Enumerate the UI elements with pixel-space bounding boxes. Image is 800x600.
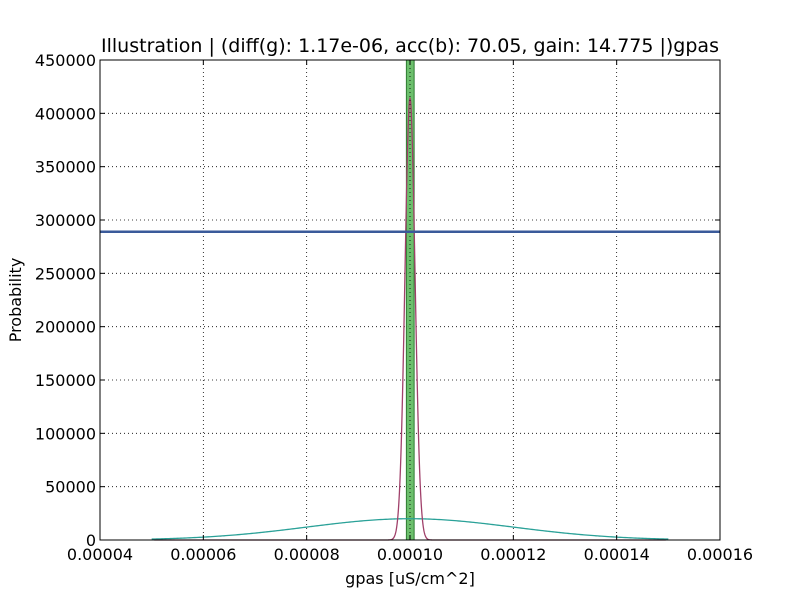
- y-tick-label: 400000: [35, 104, 96, 123]
- x-tick-label: 0.00016: [687, 545, 753, 564]
- x-tick-label: 0.00006: [170, 545, 236, 564]
- x-tick-label: 0.00012: [480, 545, 546, 564]
- x-tick-label: 0.00014: [584, 545, 650, 564]
- y-tick-label: 300000: [35, 211, 96, 230]
- y-tick-label: 450000: [35, 51, 96, 70]
- y-axis-label: Probability: [6, 258, 25, 343]
- axis-ticks: 0.00004 0.00006 0.00008 0.00010 0.00012 0.000…: [35, 51, 753, 564]
- y-tick-label: 200000: [35, 318, 96, 337]
- x-tick-label: 0.00010: [377, 545, 443, 564]
- y-tick-label: 150000: [35, 371, 96, 390]
- x-tick-label: 0.00008: [274, 545, 340, 564]
- x-axis-label: gpas [uS/cm^2]: [345, 569, 475, 588]
- y-tick-label: 350000: [35, 158, 96, 177]
- y-tick-label: 50000: [45, 478, 96, 497]
- chart-title: Illustration | (diff(g): 1.17e-06, acc(b…: [101, 35, 719, 57]
- y-tick-label: 0: [86, 531, 96, 550]
- x-tick-label: 0.00004: [67, 545, 133, 564]
- prior-curve: [151, 518, 669, 540]
- y-tick-label: 250000: [35, 264, 96, 283]
- y-tick-label: 100000: [35, 424, 96, 443]
